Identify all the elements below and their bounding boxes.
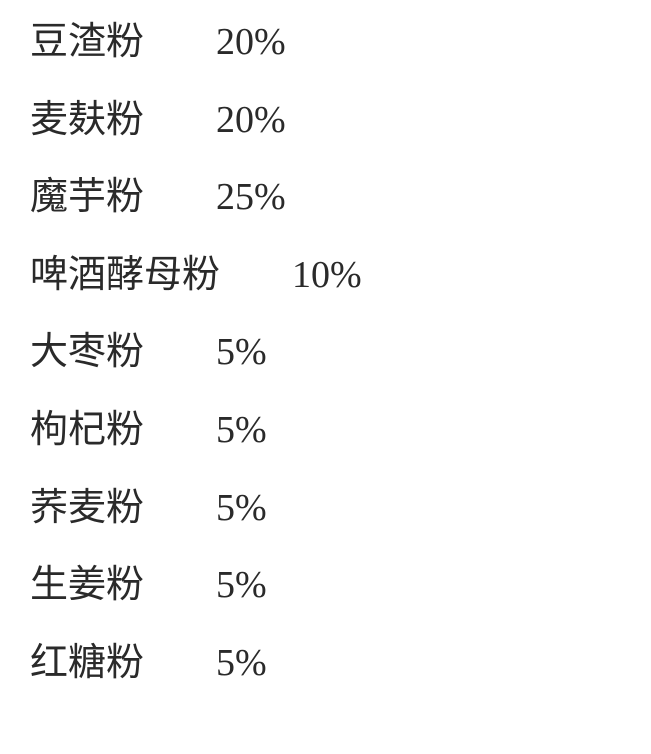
ingredient-name: 生姜粉 (30, 563, 144, 609)
ingredient-row: 魔芋粉 25% (30, 175, 621, 221)
ingredient-percent: 5% (216, 641, 267, 687)
ingredient-name: 麦麸粉 (30, 98, 144, 144)
ingredient-percent: 5% (216, 563, 267, 609)
ingredient-list: 豆渣粉 20% 麦麸粉 20% 魔芋粉 25% 啤酒酵母粉 10% 大枣粉 5%… (30, 20, 621, 686)
ingredient-row: 麦麸粉 20% (30, 98, 621, 144)
ingredient-percent: 25% (216, 175, 286, 221)
ingredient-row: 大枣粉 5% (30, 330, 621, 376)
ingredient-row: 生姜粉 5% (30, 563, 621, 609)
ingredient-percent: 20% (216, 98, 286, 144)
ingredient-name: 豆渣粉 (30, 20, 144, 66)
ingredient-percent: 20% (216, 20, 286, 66)
ingredient-name: 魔芋粉 (30, 175, 144, 221)
ingredient-row: 啤酒酵母粉 10% (30, 253, 621, 299)
ingredient-percent: 5% (216, 408, 267, 454)
ingredient-percent: 5% (216, 486, 267, 532)
ingredient-row: 豆渣粉 20% (30, 20, 621, 66)
ingredient-row: 枸杞粉 5% (30, 408, 621, 454)
ingredient-name: 红糖粉 (30, 641, 144, 687)
ingredient-row: 荞麦粉 5% (30, 486, 621, 532)
ingredient-percent: 5% (216, 330, 267, 376)
ingredient-name: 大枣粉 (30, 330, 144, 376)
ingredient-name: 枸杞粉 (30, 408, 144, 454)
ingredient-row: 红糖粉 5% (30, 641, 621, 687)
ingredient-percent: 10% (292, 253, 362, 299)
ingredient-name: 荞麦粉 (30, 486, 144, 532)
ingredient-name: 啤酒酵母粉 (30, 253, 220, 299)
